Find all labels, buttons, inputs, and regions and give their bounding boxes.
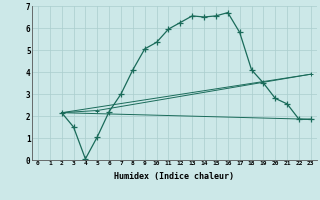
X-axis label: Humidex (Indice chaleur): Humidex (Indice chaleur) (115, 172, 234, 181)
